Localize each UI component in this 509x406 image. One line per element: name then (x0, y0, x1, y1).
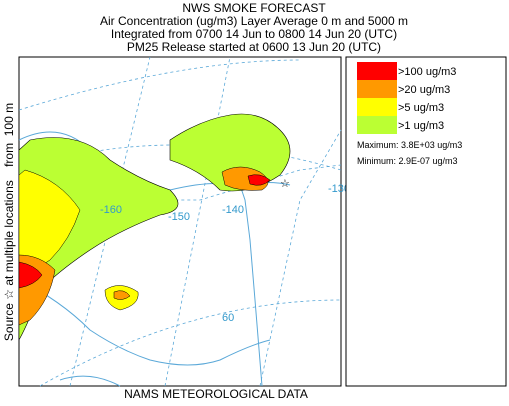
legend-label: >20 ug/m3 (398, 84, 450, 96)
legend-swatch (357, 80, 397, 98)
minimum: Minimum: 2.9E-07 ug/m3 (357, 156, 458, 166)
border (239, 184, 263, 387)
grid-line (18, 164, 342, 251)
legend-swatch (357, 116, 397, 134)
map: ☆ -130 -140 -150 -160 60 (18, 56, 350, 387)
source-star: ☆ (280, 178, 290, 190)
maximum: Maximum: 3.8E+03 ug/m3 (357, 140, 462, 150)
legend-label: >5 ug/m3 (398, 102, 444, 114)
map-label: -140 (222, 204, 244, 216)
side-label: Source ☆ at multiple locations from 100 … (2, 103, 16, 341)
grid-line (18, 59, 301, 111)
grid-line (164, 56, 231, 387)
title: NWS SMOKE FORECAST (182, 1, 326, 15)
map-label: -160 (100, 204, 122, 216)
map-label: 60 (222, 312, 234, 324)
legend-swatch (357, 98, 397, 116)
legend: >100 ug/m3 >20 ug/m3 >5 ug/m3 >1 ug/m3 (357, 62, 456, 134)
legend-swatch (357, 62, 397, 80)
legend-frame (345, 56, 507, 387)
subtitle: Air Concentration (ug/m3) Layer Average … (100, 14, 408, 28)
footer: NAMS METEOROLOGICAL DATA (124, 387, 308, 401)
map-label: -150 (168, 211, 190, 223)
legend-label: >100 ug/m3 (398, 66, 456, 78)
grid-line (39, 299, 342, 387)
coast (18, 279, 271, 366)
smoke-plume: ☆ (18, 113, 291, 341)
map-label: -130 (328, 183, 350, 195)
coast (59, 375, 121, 387)
legend-label: >1 ug/m3 (398, 120, 444, 132)
subtitle: Integrated from 0700 14 Jun to 0800 14 J… (111, 27, 397, 41)
subtitle: PM25 Release started at 0600 13 Jun 20 (… (127, 40, 381, 54)
